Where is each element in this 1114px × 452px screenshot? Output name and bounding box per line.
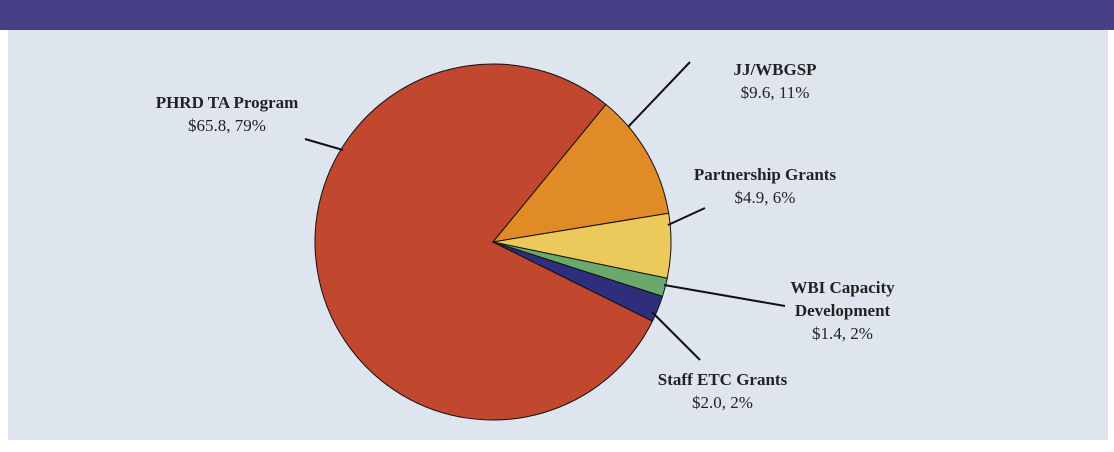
leader-line bbox=[627, 61, 691, 128]
leader-line bbox=[651, 311, 701, 361]
slice-label: JJ/WBGSP $9.6, 11% bbox=[690, 58, 860, 104]
slice-name: WBI Capacity Development bbox=[790, 278, 895, 320]
slice-value: $4.9, 6% bbox=[734, 188, 796, 207]
slice-name: Staff ETC Grants bbox=[657, 370, 788, 389]
slice-label: PHRD TA Program $65.8, 79% bbox=[137, 91, 317, 137]
pie-slice bbox=[491, 103, 670, 243]
pie-slice bbox=[314, 63, 654, 421]
slice-name: JJ/WBGSP bbox=[733, 60, 817, 79]
slice-value: $9.6, 11% bbox=[740, 83, 810, 102]
leader-line bbox=[304, 138, 344, 151]
header-bar bbox=[0, 0, 1114, 30]
slice-label: WBI Capacity Development $1.4, 2% bbox=[775, 276, 910, 345]
leader-lines bbox=[304, 61, 786, 361]
slice-name: PHRD TA Program bbox=[155, 93, 299, 112]
leader-line bbox=[663, 284, 786, 307]
slice-value: $65.8, 79% bbox=[188, 116, 266, 135]
slice-label: Partnership Grants $4.9, 6% bbox=[660, 163, 870, 209]
slice-label: Staff ETC Grants $2.0, 2% bbox=[620, 368, 825, 414]
slice-value: $1.4, 2% bbox=[812, 324, 873, 343]
slice-name: Partnership Grants bbox=[693, 165, 837, 184]
pie-slice bbox=[492, 241, 664, 322]
leader-line bbox=[667, 207, 706, 226]
slice-value: $2.0, 2% bbox=[692, 393, 753, 412]
